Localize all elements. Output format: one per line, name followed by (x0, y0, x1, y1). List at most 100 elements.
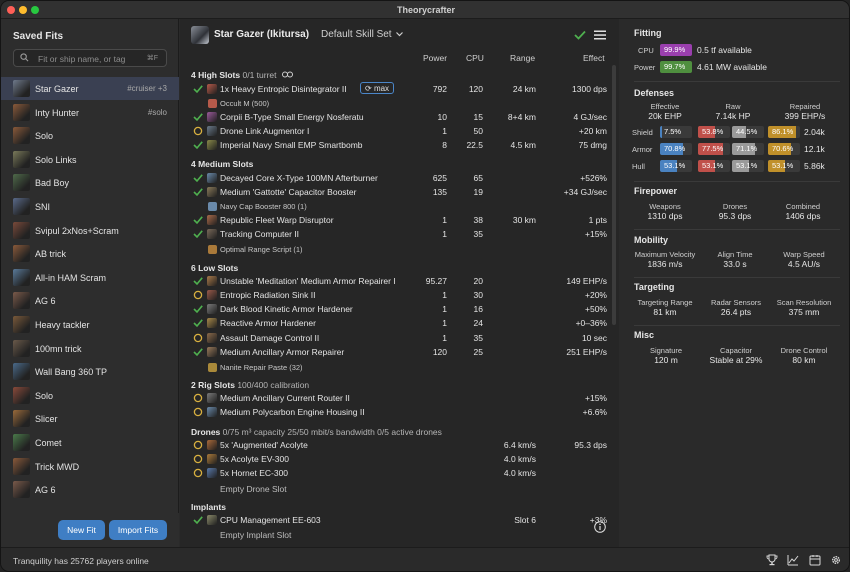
resist-fill (732, 160, 749, 172)
offline-circle-icon[interactable] (193, 126, 203, 136)
online-check-icon[interactable] (193, 276, 203, 286)
zoom-window-button[interactable] (31, 6, 39, 14)
calendar-icon[interactable] (809, 554, 821, 566)
fit-list-item[interactable]: Solo (1, 384, 179, 407)
misc-title: Misc (634, 330, 655, 340)
low-slots-header: 6 Low Slots (191, 263, 239, 273)
module-row[interactable]: Republic Fleet Warp Disruptor 1 38 30 km 1 p… (180, 214, 619, 228)
fit-list-item[interactable]: Inty Hunter #solo (1, 101, 179, 124)
gear-icon[interactable] (830, 554, 842, 566)
align-time-label: Align Time (717, 250, 753, 259)
raw-label: Raw (725, 102, 741, 111)
ship-name[interactable]: Star Gazer (Ikitursa) (214, 29, 310, 40)
module-row[interactable]: CPU Management EE-603 Slot 6 +3% (180, 514, 619, 528)
module-row[interactable]: Corpii B-Type Small Energy Nosferatu 10 15… (180, 111, 619, 125)
import-fits-button[interactable]: Import Fits (109, 520, 167, 540)
module-row[interactable]: Medium Ancillary Armor Repairer 120 25 251 … (180, 346, 619, 360)
max-badge[interactable]: ⟳ max (360, 82, 395, 94)
power-value: 8 (442, 140, 447, 150)
module-row[interactable]: 5x Acolyte EV-300 4.0 km/s (180, 453, 619, 467)
online-check-icon[interactable] (193, 173, 203, 183)
effect-value: +6.6% (582, 407, 607, 417)
module-row[interactable]: Dark Blood Kinetic Armor Hardener 1 16 +50% (180, 303, 619, 317)
fit-name: 100mn trick (35, 343, 82, 354)
online-check-icon[interactable] (193, 318, 203, 328)
ship-thumbnail-icon (13, 127, 30, 145)
power-value: 1 (442, 290, 447, 300)
fit-list-item[interactable]: Solo Links (1, 148, 179, 171)
module-row[interactable]: Drone Link Augmentor I 1 50 +20 km (180, 125, 619, 139)
online-check-icon[interactable] (193, 347, 203, 357)
fit-list-item[interactable]: AG 6 (1, 478, 179, 501)
offline-circle-icon[interactable] (193, 393, 203, 403)
offline-circle-icon[interactable] (193, 454, 203, 464)
fit-list-item[interactable]: Svipul 2xNos+Scram (1, 219, 179, 242)
fit-list-item[interactable]: Heavy tackler (1, 313, 179, 336)
drones-capacity: 0/75 m³ capacity 25/50 mbit/s bandwidth … (222, 427, 442, 437)
module-row[interactable]: Imperial Navy Small EMP Smartbomb 8 22.5 4.… (180, 139, 619, 153)
module-row[interactable]: Entropic Radiation Sink II 1 30 +20% (180, 289, 619, 303)
fit-list-item[interactable]: All-in HAM Scram (1, 266, 179, 289)
menu-icon[interactable] (594, 30, 606, 40)
power-value: 1 (442, 215, 447, 225)
scrollbar[interactable] (612, 65, 616, 325)
power-value: 1 (442, 333, 447, 343)
capacitor-label: Capacitor (719, 346, 753, 355)
fit-list-item[interactable]: Slicer (1, 407, 179, 430)
fit-list-item[interactable]: AB trick (1, 242, 179, 265)
module-row[interactable]: Medium 'Gattotte' Capacitor Booster 135 19… (180, 186, 619, 200)
fit-name: AB trick (35, 249, 67, 260)
trophy-icon[interactable] (766, 554, 778, 566)
saved-fits-sidebar: Saved Fits Fit or ship name, or tag ⌘F S… (1, 19, 179, 547)
offline-circle-icon[interactable] (193, 407, 203, 417)
fit-list-item[interactable]: AG 6 (1, 289, 179, 312)
online-check-icon[interactable] (193, 229, 203, 239)
offline-circle-icon[interactable] (193, 290, 203, 300)
module-row[interactable]: Reactive Armor Hardener 1 24 +0–36% (180, 317, 619, 331)
empty-implant-slot[interactable]: Empty Implant Slot (220, 530, 292, 540)
module-row[interactable]: Assault Damage Control II 1 35 10 sec (180, 332, 619, 346)
fit-editor: Star Gazer (Ikitursa) Default Skill Set … (180, 19, 619, 547)
link-icon[interactable] (281, 71, 293, 78)
graph-icon[interactable] (787, 554, 799, 566)
online-check-icon[interactable] (193, 187, 203, 197)
close-window-button[interactable] (7, 6, 15, 14)
module-row[interactable]: 1x Heavy Entropic Disintegrator II ⟳ max 7… (180, 82, 619, 97)
fit-list-item[interactable]: 100mn trick (1, 337, 179, 360)
fit-list-item[interactable]: Comet (1, 431, 179, 454)
skill-set-dropdown[interactable]: Default Skill Set (321, 29, 404, 40)
offline-circle-icon[interactable] (193, 468, 203, 478)
resist-bar-em: 70.8% (660, 143, 692, 155)
cpu-value: 19 (473, 187, 483, 197)
fit-name: AG 6 (35, 485, 56, 496)
new-fit-button[interactable]: New Fit (58, 520, 105, 540)
fit-list-item[interactable]: Star Gazer #cruiser +3 (1, 77, 179, 100)
module-row[interactable]: Medium Ancillary Current Router II +15% (180, 392, 619, 406)
module-row[interactable]: 5x Hornet EC-300 4.0 km/s (180, 467, 619, 481)
cpu-usage-bar: 99.9% (660, 44, 692, 56)
fit-list-item[interactable]: SNI (1, 195, 179, 218)
fit-list-item[interactable]: Trick MWD (1, 455, 179, 478)
info-icon[interactable] (594, 521, 606, 533)
module-row[interactable]: Unstable 'Meditation' Medium Armor Repai… (180, 275, 619, 289)
resist-bar-th: 53.8% (698, 126, 730, 138)
online-check-icon[interactable] (193, 140, 203, 150)
offline-circle-icon[interactable] (193, 333, 203, 343)
empty-drone-slot[interactable]: Empty Drone Slot (220, 484, 287, 494)
fit-list-item[interactable]: Bad Boy (1, 171, 179, 194)
online-check-icon[interactable] (193, 112, 203, 122)
minimize-window-button[interactable] (19, 6, 27, 14)
fit-list-item[interactable]: Wall Bang 360 TP (1, 360, 179, 383)
effect-value: 251 EHP/s (566, 347, 607, 357)
fit-search-input[interactable]: Fit or ship name, or tag ⌘F (13, 49, 167, 67)
module-row[interactable]: 5x 'Augmented' Acolyte 6.4 km/s 95.3 dps (180, 439, 619, 453)
fit-list-item[interactable]: Solo (1, 124, 179, 147)
online-check-icon[interactable] (193, 515, 203, 525)
offline-circle-icon[interactable] (193, 440, 203, 450)
module-row[interactable]: Medium Polycarbon Engine Housing II +6.6% (180, 406, 619, 420)
online-check-icon[interactable] (193, 215, 203, 225)
online-check-icon[interactable] (193, 304, 203, 314)
module-row[interactable]: Decayed Core X-Type 100MN Afterburner 625… (180, 172, 619, 186)
online-check-icon[interactable] (193, 84, 203, 94)
module-row[interactable]: Tracking Computer II 1 35 +15% (180, 228, 619, 242)
